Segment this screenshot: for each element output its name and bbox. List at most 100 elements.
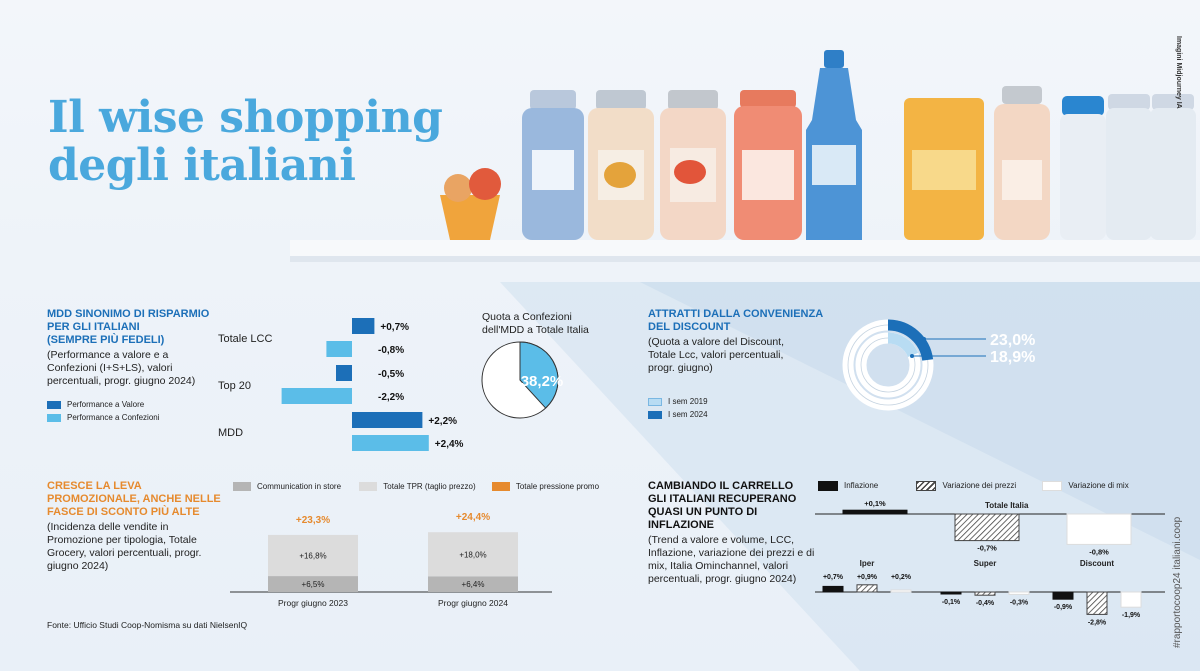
panel-title: Discount bbox=[1080, 559, 1115, 568]
bar-segment bbox=[268, 534, 358, 577]
bar-value-label: -0,8% bbox=[378, 345, 404, 356]
bar bbox=[352, 412, 423, 428]
leader-dot bbox=[910, 354, 914, 358]
panel-title: Super bbox=[974, 559, 997, 568]
legend-item-2019: I sem 2019 bbox=[648, 397, 828, 406]
bar-value-label: +0,2% bbox=[891, 574, 912, 581]
ring-arc bbox=[887, 319, 934, 361]
promo-stacked-chart: +6,5% +16,8% +23,3% Progr giugno 2023 +6,4% +… bbox=[230, 512, 552, 608]
category-label: Progr giugno 2023 bbox=[278, 598, 348, 608]
panel-title: Totale Italia bbox=[985, 501, 1029, 510]
source-note: Fonte: Ufficio Studi Coop-Nomisma su dat… bbox=[47, 620, 248, 630]
carrello-legend: Inflazione Variazione dei prezzi Variazi… bbox=[818, 481, 1168, 491]
category-label: MDD bbox=[218, 427, 243, 439]
panel-title: Iper bbox=[860, 559, 875, 568]
ring-value-label: 23,0% bbox=[990, 332, 1035, 349]
title-line-1: Il wise shopping bbox=[48, 92, 443, 143]
legend-swatch bbox=[47, 413, 61, 422]
legend-swatch bbox=[491, 482, 510, 492]
legend-swatch bbox=[47, 400, 61, 409]
discount-title: ATTRATTI DALLA CONVENIENZA DEL DISCOUNT bbox=[648, 308, 824, 333]
legend-item-communication: Communication in store bbox=[233, 482, 341, 492]
shelf-illustration bbox=[290, 50, 1200, 262]
bar-value-label: +0,1% bbox=[864, 499, 886, 508]
bar-value-label: +0,7% bbox=[380, 322, 409, 333]
mdd-subtitle: (Performance a valore e a Confezioni (I+… bbox=[47, 349, 196, 387]
bar-value-label: -0,7% bbox=[977, 544, 997, 553]
discount-ring-chart: 23,0%18,9% bbox=[842, 319, 1035, 411]
bar bbox=[326, 341, 352, 357]
promo-section-text: CRESCE LA LEVA PROMOZIONALE, ANCHE NELLE… bbox=[47, 480, 237, 573]
leader-dot bbox=[922, 337, 926, 341]
segment-label: +16,8% bbox=[299, 551, 326, 560]
quota-title: Quota a Confezioni dell'MDD a Totale Ita… bbox=[482, 311, 589, 336]
category-label: Progr giugno 2024 bbox=[438, 598, 508, 608]
quota-pie-chart: 38,2% bbox=[481, 341, 563, 419]
bar bbox=[352, 435, 429, 451]
bar-value-label: -0,1% bbox=[942, 599, 961, 606]
promo-legend: Communication in store Totale TPR (tagli… bbox=[233, 482, 633, 492]
bar-segment bbox=[428, 576, 518, 592]
carrello-bar-chart: Totale Italia +0,1% -0,7% -0,8% Iper +0,7% +0,… bbox=[815, 499, 1165, 626]
bar-value-label: -0,8% bbox=[1089, 547, 1109, 556]
bar-segment bbox=[428, 532, 518, 577]
bar bbox=[940, 591, 962, 595]
pie-slice bbox=[519, 341, 559, 409]
discount-legend: I sem 2019 I sem 2024 bbox=[648, 397, 828, 419]
segment-label: +6,4% bbox=[462, 580, 485, 589]
legend-swatch bbox=[648, 410, 662, 419]
bar-value-label: -0,4% bbox=[976, 600, 995, 607]
bar bbox=[1052, 591, 1074, 600]
mdd-bar-chart: Totale LCC +0,7% -0,8% Top 20 -0,5% -2,2% MDD +… bbox=[218, 318, 464, 451]
bar bbox=[1086, 591, 1108, 615]
bar bbox=[281, 388, 352, 404]
discount-section-text: ATTRATTI DALLA CONVENIENZA DEL DISCOUNT … bbox=[648, 308, 828, 419]
bar bbox=[336, 365, 352, 381]
bar bbox=[974, 591, 996, 596]
title-line-2: degli italiani bbox=[48, 140, 356, 191]
category-label: Totale LCC bbox=[218, 333, 272, 345]
bar-segment bbox=[268, 576, 358, 592]
bar bbox=[1066, 513, 1132, 545]
legend-swatch bbox=[648, 397, 662, 406]
legend-item-tpr: Totale TPR (taglio prezzo) bbox=[359, 482, 476, 492]
carrello-title: CAMBIANDO IL CARRELLO GLI ITALIANI RECUP… bbox=[648, 480, 797, 531]
legend-swatch bbox=[916, 481, 937, 491]
bar-value-label: +2,4% bbox=[435, 439, 464, 450]
bar bbox=[822, 585, 844, 593]
page-title: Il wise shopping degli italiani bbox=[48, 92, 443, 191]
legend-item-mix: Variazione di mix bbox=[1042, 481, 1129, 491]
discount-subtitle: (Quota a valore del Discount, Totale Lcc… bbox=[648, 336, 784, 374]
bar-value-label: -0,3% bbox=[1010, 599, 1029, 606]
mdd-section-text: MDD SINONIMO DI RISPARMIO PER GLI ITALIA… bbox=[47, 308, 227, 422]
mdd-legend: Performance a Valore Performance a Confe… bbox=[47, 400, 227, 422]
mdd-title: MDD SINONIMO DI RISPARMIO PER GLI ITALIA… bbox=[47, 308, 210, 346]
bar-value-label: +0,9% bbox=[857, 574, 878, 581]
bar bbox=[842, 509, 908, 515]
bar bbox=[352, 318, 375, 334]
bar bbox=[856, 584, 878, 593]
segment-label: +6,5% bbox=[302, 580, 325, 589]
bar-value-label: -0,9% bbox=[1054, 604, 1073, 611]
image-credit: Imagini Midjourney IA bbox=[1175, 36, 1182, 109]
bar-value-label: -2,2% bbox=[378, 392, 404, 403]
ring-arc bbox=[887, 332, 919, 358]
bar bbox=[1008, 591, 1030, 595]
bar bbox=[954, 513, 1020, 542]
bar-value-label: +2,2% bbox=[428, 416, 457, 427]
bar bbox=[890, 589, 912, 593]
legend-item-valore: Performance a Valore bbox=[47, 400, 227, 409]
bar-value-label: -0,5% bbox=[378, 369, 404, 380]
legend-item-inflazione: Inflazione bbox=[818, 481, 878, 491]
legend-swatch bbox=[1042, 481, 1063, 491]
total-label: +24,4% bbox=[456, 512, 490, 523]
hashtag: #rapportocoop24 italiani.coop bbox=[1172, 516, 1183, 648]
bar-value-label: -2,8% bbox=[1088, 619, 1107, 626]
carrello-subtitle: (Trend a valore e volume, LCC, Inflazion… bbox=[648, 534, 815, 585]
bar bbox=[1120, 591, 1142, 608]
carrello-section-text: CAMBIANDO IL CARRELLO GLI ITALIANI RECUP… bbox=[648, 480, 823, 586]
legend-swatch bbox=[818, 481, 838, 491]
segment-label: +18,0% bbox=[459, 550, 486, 559]
ring-value-label: 18,9% bbox=[990, 349, 1035, 366]
legend-item-pressione: Totale pressione promo bbox=[491, 482, 599, 492]
